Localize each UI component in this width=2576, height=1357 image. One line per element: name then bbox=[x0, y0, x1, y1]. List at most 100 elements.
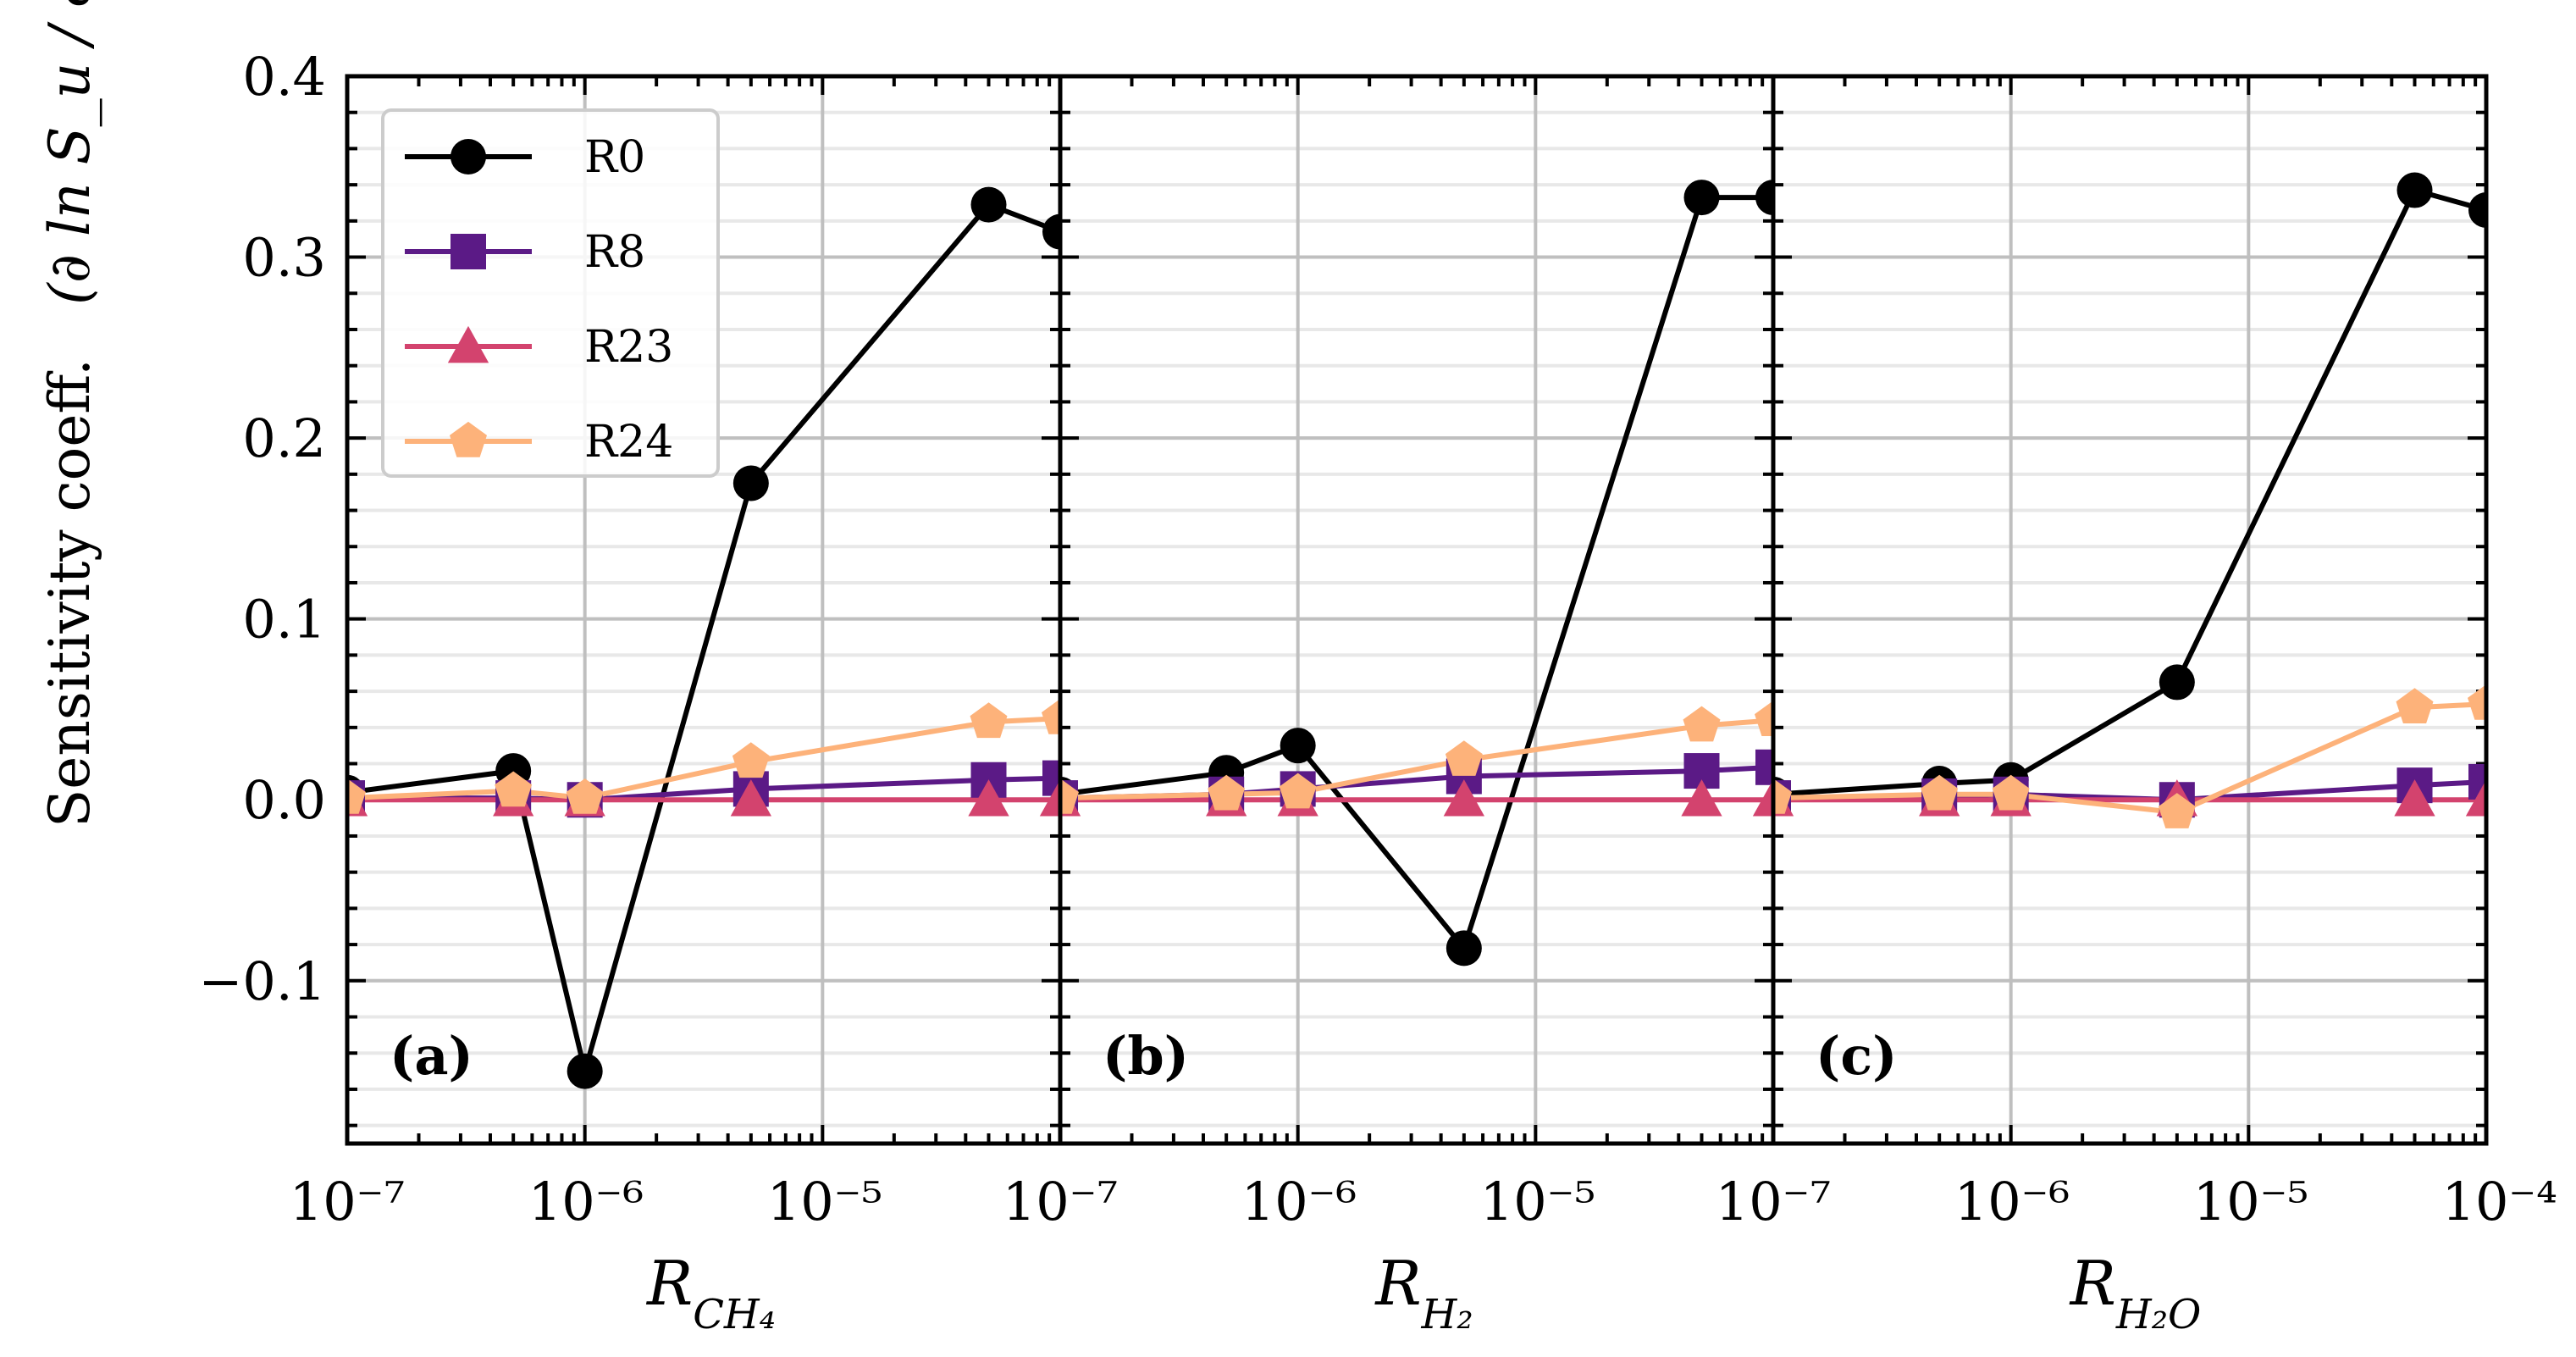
point-r24 bbox=[1060, 778, 1079, 814]
y-axis-formula: (∂ ln S_u / ∂ ln k) bbox=[37, 0, 102, 305]
legend-label: R24 bbox=[584, 417, 673, 468]
x-tick-label: 10⁻⁵ bbox=[1480, 1171, 1595, 1232]
legend-item-r24: R24 bbox=[405, 417, 673, 468]
major-gridlines bbox=[1060, 75, 1773, 1144]
x-tick-label: 10⁻⁵ bbox=[767, 1171, 882, 1232]
point-r24 bbox=[2158, 793, 2196, 828]
legend-marker bbox=[447, 325, 489, 363]
minor-gridlines bbox=[1060, 75, 1773, 1127]
major-gridlines bbox=[1773, 75, 2486, 1144]
series-group bbox=[1773, 172, 2486, 828]
point-r24 bbox=[1773, 778, 1792, 814]
point-r23 bbox=[1039, 779, 1060, 817]
point-r24 bbox=[1755, 701, 1773, 736]
point-r0 bbox=[970, 186, 1007, 223]
point-r24 bbox=[1445, 740, 1483, 776]
point-r0 bbox=[1446, 930, 1482, 967]
series-line-r24 bbox=[1060, 717, 1773, 801]
point-r0 bbox=[2396, 172, 2433, 208]
x-tick-label: 10⁻⁷ bbox=[1716, 1171, 1831, 1232]
legend-marker bbox=[451, 139, 486, 174]
point-r0 bbox=[1683, 180, 1720, 216]
point-r0 bbox=[1280, 728, 1316, 764]
x-tick-label: 10⁻⁵ bbox=[2193, 1171, 2308, 1232]
point-r24 bbox=[1208, 774, 1246, 811]
point-r0 bbox=[2468, 192, 2486, 229]
point-r23 bbox=[2465, 779, 2486, 817]
x-axis-title-b: RH₂ bbox=[1374, 1248, 1473, 1338]
series-group bbox=[347, 186, 1060, 1089]
x-tick-label: 10⁻⁶ bbox=[1241, 1171, 1357, 1232]
legend-item-r23: R23 bbox=[405, 322, 673, 373]
point-r23 bbox=[1443, 779, 1484, 817]
x-tick-label: 10⁻⁷ bbox=[290, 1171, 405, 1232]
y-tick-label: 0.3 bbox=[242, 227, 326, 289]
legend-box bbox=[381, 108, 720, 478]
y-tick-label: 0.2 bbox=[242, 407, 326, 469]
panel-3: (c) bbox=[1771, 74, 2489, 1146]
point-r8 bbox=[1042, 760, 1060, 796]
y-axis-label: Sensitivity coeff. bbox=[37, 358, 102, 828]
y-tick-label: 0.1 bbox=[242, 589, 326, 651]
x-axis-title-c: RH₂O bbox=[2069, 1248, 2202, 1338]
point-r23 bbox=[2394, 779, 2435, 817]
panel-1: (a) bbox=[345, 74, 1063, 1146]
point-r24 bbox=[1921, 774, 1959, 811]
y-tick-labels: 0.4 0.3 0.2 0.1 0.0 −0.1 bbox=[198, 46, 326, 1012]
ticks bbox=[1772, 75, 2486, 1144]
x-tick-labels: 10⁻⁷ 10⁻⁶ 10⁻⁵ 10⁻⁷ 10⁻⁶ 10⁻⁵ 10⁻⁷ 10⁻⁶ 10⁻⁵ 10⁻⁴ bbox=[290, 1171, 2557, 1232]
panels-group: (a) (b) (c) bbox=[345, 74, 2489, 1146]
point-r0 bbox=[732, 465, 769, 501]
x-tick-label: 10⁻⁴ bbox=[2442, 1171, 2557, 1232]
ticks bbox=[1059, 75, 1773, 1144]
legend-items: R0 R8 R23 R24 bbox=[405, 132, 673, 468]
point-r0 bbox=[1755, 180, 1773, 216]
y-axis-title: Sensitivity coeff. (∂ ln S_u / ∂ ln k) bbox=[37, 0, 102, 828]
legend-label: R0 bbox=[584, 132, 645, 183]
minor-gridlines bbox=[1773, 75, 2486, 1127]
legend-item-r8: R8 bbox=[405, 227, 645, 278]
point-r23 bbox=[968, 779, 1009, 817]
panel-label: (a) bbox=[390, 1025, 473, 1087]
panel-2: (b) bbox=[1058, 74, 1776, 1146]
panel-label: (b) bbox=[1103, 1025, 1189, 1087]
point-r24 bbox=[2468, 684, 2486, 720]
series-line-r8 bbox=[347, 775, 1060, 803]
panel-frame bbox=[1771, 74, 2489, 1146]
point-r24 bbox=[347, 778, 366, 814]
series-group bbox=[1060, 180, 1773, 967]
point-r24 bbox=[1042, 699, 1060, 734]
legend: R0 R8 R23 R24 bbox=[381, 108, 720, 478]
legend-marker bbox=[450, 421, 487, 457]
point-r24 bbox=[970, 702, 1008, 739]
point-r24 bbox=[2396, 688, 2434, 723]
legend-label: R8 bbox=[584, 227, 645, 278]
legend-item-r0: R0 bbox=[405, 132, 645, 183]
x-axis-title-a: RCH₄ bbox=[645, 1248, 776, 1338]
x-tick-label: 10⁻⁷ bbox=[1003, 1171, 1118, 1232]
series-line-r24 bbox=[347, 716, 1060, 801]
panel-label: (c) bbox=[1816, 1025, 1897, 1087]
point-r23 bbox=[730, 779, 771, 817]
panel-frame bbox=[1058, 74, 1776, 1146]
legend-marker bbox=[451, 234, 486, 269]
point-r0 bbox=[1042, 213, 1060, 250]
series-line-r0 bbox=[1773, 187, 2486, 797]
y-tick-label: 0.0 bbox=[242, 769, 326, 831]
x-tick-label: 10⁻⁶ bbox=[1954, 1171, 2070, 1232]
point-r24 bbox=[1683, 706, 1721, 742]
point-r23 bbox=[1752, 779, 1773, 817]
point-r8 bbox=[1755, 749, 1773, 785]
point-r23 bbox=[1681, 779, 1722, 817]
point-r24 bbox=[732, 742, 770, 778]
y-tick-label: −0.1 bbox=[198, 950, 326, 1012]
point-r24 bbox=[566, 778, 604, 814]
point-r24 bbox=[495, 771, 533, 807]
legend-label: R23 bbox=[584, 322, 673, 373]
point-r24 bbox=[1992, 774, 2030, 811]
y-tick-label: 0.4 bbox=[242, 46, 326, 108]
point-r0 bbox=[2159, 664, 2195, 701]
x-tick-label: 10⁻⁶ bbox=[528, 1171, 644, 1232]
point-r24 bbox=[1279, 773, 1317, 809]
